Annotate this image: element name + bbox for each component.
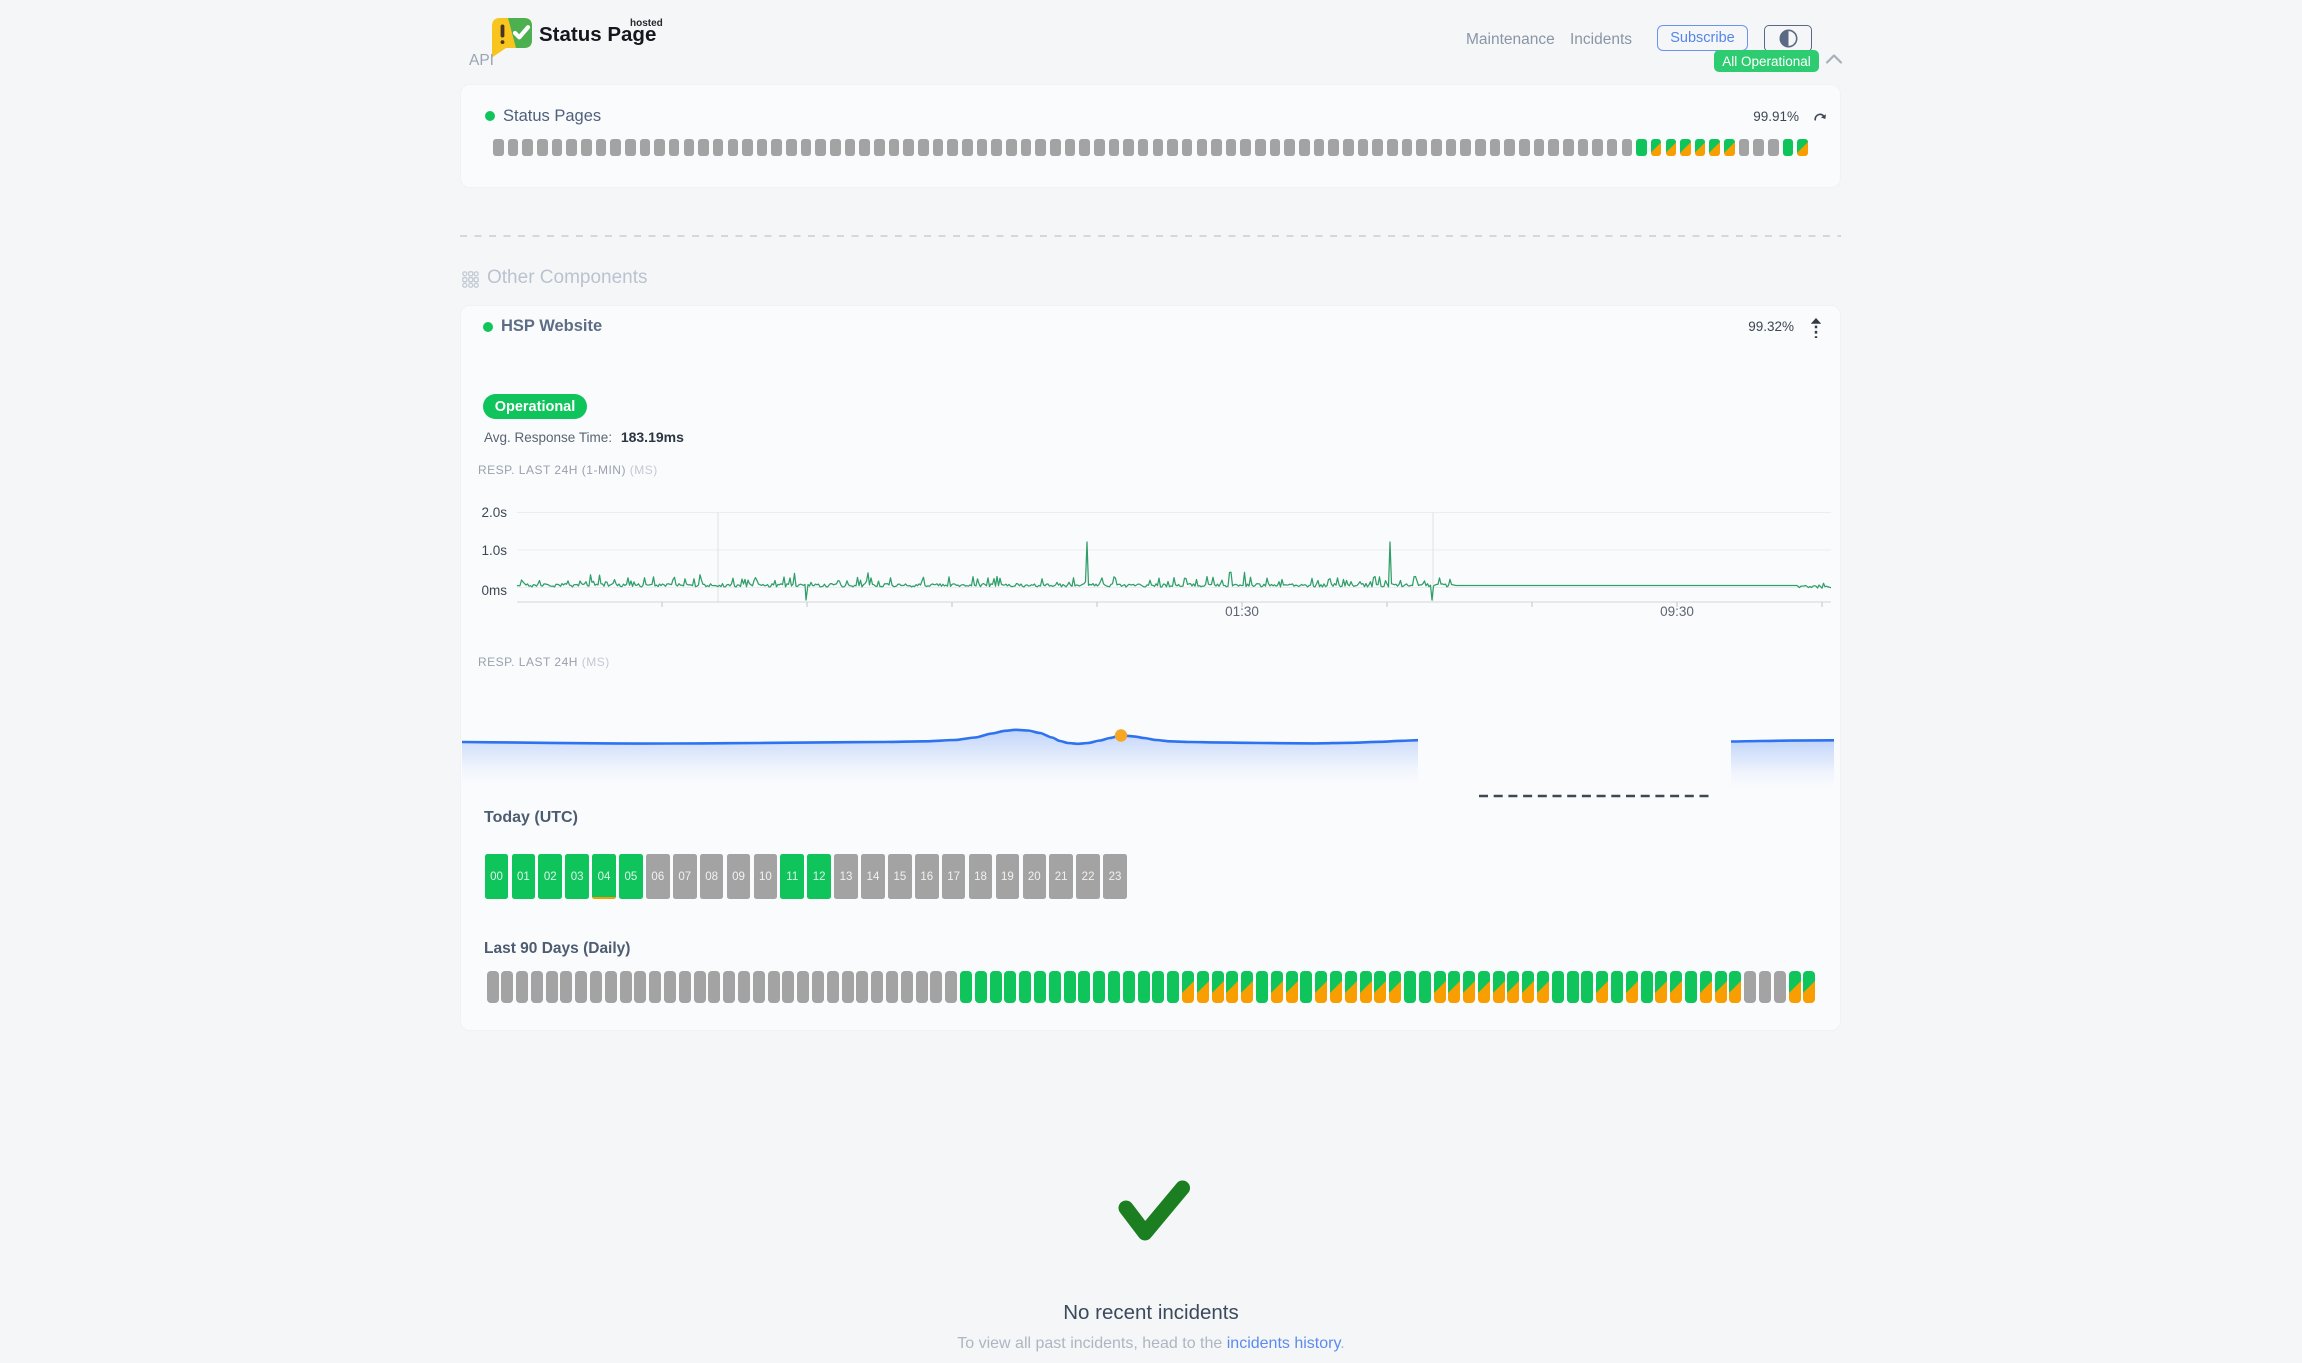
svg-text:1.0s: 1.0s: [481, 543, 507, 558]
svg-text:0ms: 0ms: [481, 583, 507, 598]
svg-text:01:30: 01:30: [1225, 604, 1259, 619]
svg-text:2.0s: 2.0s: [481, 505, 507, 520]
svg-text:09:30: 09:30: [1660, 604, 1694, 619]
